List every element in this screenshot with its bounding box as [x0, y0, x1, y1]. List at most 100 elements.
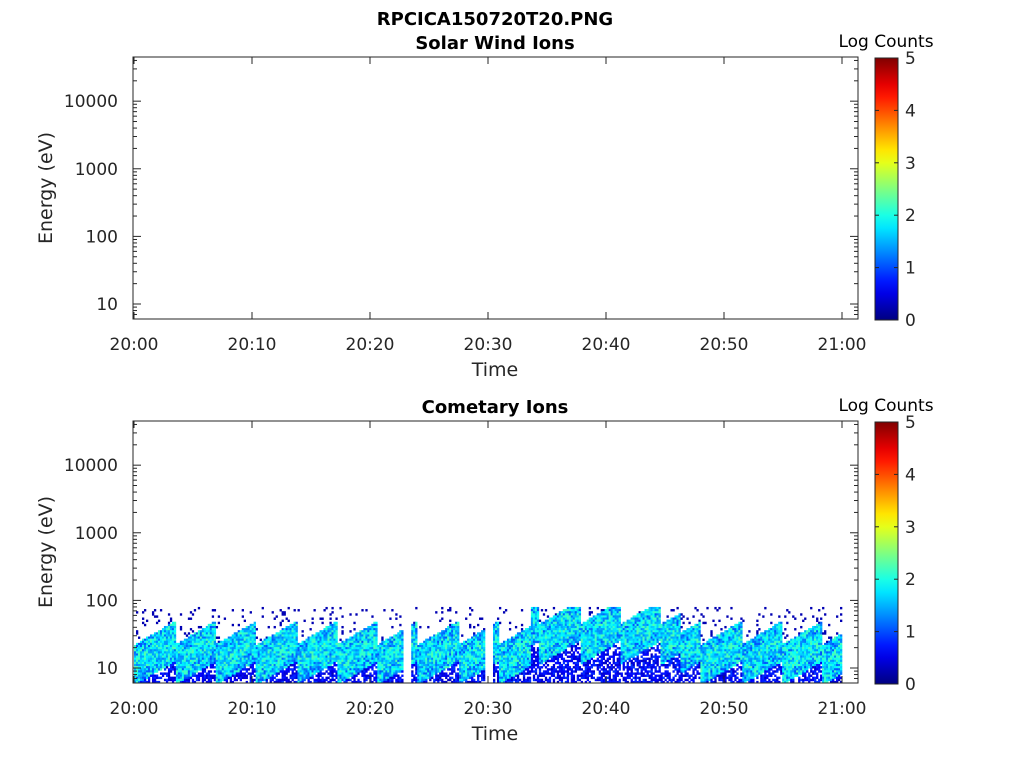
heatmap-cell	[207, 676, 211, 680]
heatmap-cell	[231, 668, 235, 671]
heatmap-cell	[161, 655, 165, 658]
heatmap-cell	[457, 655, 460, 658]
heatmap-cell	[173, 661, 177, 665]
heatmap-cell	[185, 634, 189, 637]
heatmap-cell	[291, 630, 294, 633]
heatmap-cell	[191, 659, 195, 663]
heatmap-cell	[514, 647, 518, 650]
heatmap-cell	[377, 670, 380, 673]
heatmap-cell	[393, 640, 396, 644]
heatmap-cell	[516, 644, 520, 648]
heatmap-cell	[161, 632, 165, 635]
heatmap-cell	[197, 630, 201, 633]
heatmap-cell	[145, 674, 149, 677]
heatmap-cell	[159, 655, 163, 658]
heatmap-cell	[395, 680, 398, 684]
heatmap-cell	[363, 649, 366, 652]
heatmap-cell	[325, 653, 328, 656]
heatmap-cell	[526, 640, 530, 644]
heatmap-cell	[233, 634, 237, 637]
heatmap-cell	[257, 655, 260, 658]
heatmap-cell	[383, 663, 386, 667]
heatmap-cell	[187, 676, 191, 680]
heatmap-cell	[193, 638, 197, 642]
heatmap-cell	[217, 655, 221, 658]
heatmap-cell	[556, 613, 560, 616]
heatmap-cell	[247, 659, 250, 663]
heatmap-cell	[245, 634, 248, 637]
heatmap-cell	[467, 672, 470, 675]
heatmap-cell	[373, 676, 376, 680]
heatmap-cell	[502, 651, 506, 654]
heatmap-cell	[558, 655, 562, 658]
heatmap-cell	[546, 615, 550, 618]
cometary-heatmap	[134, 606, 843, 684]
heatmap-cell	[211, 625, 215, 629]
heatmap-cell	[175, 666, 179, 669]
heatmap-cell	[321, 636, 324, 639]
heatmap-cell	[189, 659, 193, 663]
heatmap-cell	[451, 657, 454, 661]
heatmap-cell	[145, 666, 149, 669]
heatmap-cell	[311, 644, 314, 648]
heatmap-cell	[453, 623, 456, 627]
heatmap-cell	[301, 672, 304, 675]
heatmap-cell	[411, 680, 414, 684]
heatmap-cell	[309, 628, 312, 631]
heatmap-cell	[455, 663, 458, 667]
heatmap-cell	[496, 621, 500, 625]
heatmap-cell	[433, 670, 436, 673]
heatmap-cell	[341, 653, 344, 656]
heatmap-cell	[363, 670, 366, 673]
heatmap-cell	[165, 657, 169, 661]
heatmap-cell	[417, 666, 420, 669]
heatmap-cell	[191, 666, 195, 669]
heatmap-cell	[353, 638, 356, 642]
heatmap-cell	[177, 642, 181, 646]
heatmap-cell	[187, 670, 191, 673]
heatmap-cell	[195, 655, 199, 658]
heatmap-cell	[177, 676, 181, 680]
heatmap-cell	[359, 653, 362, 656]
heatmap-cell	[153, 674, 157, 677]
heatmap-cell	[291, 625, 294, 629]
heatmap-cell	[217, 621, 221, 625]
heatmap-cell	[203, 668, 207, 671]
heatmap-cell	[494, 636, 498, 639]
heatmap-cell	[528, 663, 532, 667]
heatmap-cell	[265, 655, 268, 658]
heatmap-cell	[385, 676, 388, 680]
heatmap-cell	[530, 630, 534, 633]
heatmap-cell	[145, 670, 149, 673]
heatmap-cell	[469, 670, 472, 673]
heatmap-cell	[281, 636, 284, 639]
heatmap-cell	[247, 647, 250, 650]
heatmap-cell	[393, 666, 396, 669]
heatmap-cell	[223, 649, 227, 652]
heatmap-cell	[369, 672, 372, 675]
heatmap-cell	[179, 661, 183, 665]
heatmap-cell	[443, 661, 446, 665]
heatmap-cell	[251, 632, 254, 635]
heatmap-cell	[305, 668, 308, 671]
heatmap-cell	[225, 653, 229, 656]
colorbar-tick-label: 0	[905, 311, 916, 331]
heatmap-cell	[297, 653, 300, 656]
heatmap-cell	[359, 632, 362, 635]
heatmap-cell	[249, 644, 252, 648]
heatmap-cell	[528, 640, 532, 644]
heatmap-cell	[329, 638, 332, 642]
heatmap-cell	[341, 666, 344, 669]
heatmap-cell	[151, 651, 155, 654]
heatmap-cell	[205, 659, 209, 663]
heatmap-cell	[209, 670, 213, 673]
heatmap-cell	[195, 676, 199, 680]
heatmap-cell	[215, 661, 219, 665]
heatmap-cell	[293, 609, 296, 612]
heatmap-cell	[423, 668, 426, 671]
heatmap-cell	[373, 672, 376, 675]
heatmap-cell	[219, 647, 223, 650]
heatmap-cell	[151, 668, 155, 671]
heatmap-cell	[253, 668, 256, 671]
heatmap-cell	[401, 657, 404, 661]
